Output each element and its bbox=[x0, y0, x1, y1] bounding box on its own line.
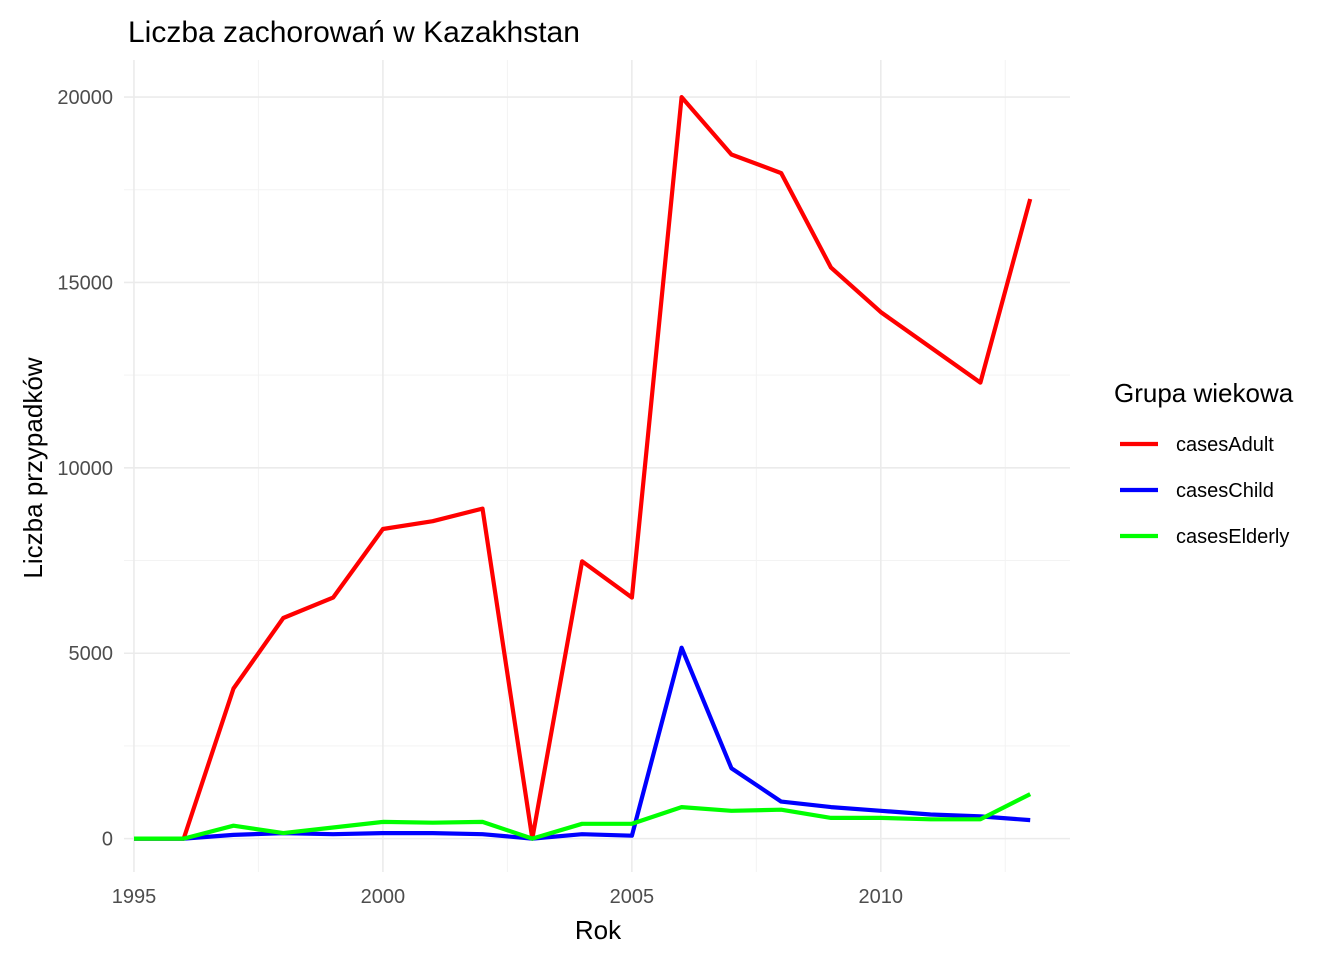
series-line-casesElderly bbox=[134, 792, 1032, 841]
series-line-casesAdult bbox=[134, 94, 1033, 841]
legend-label-casesChild: casesChild bbox=[1176, 480, 1274, 502]
y-tick-label: 20000 bbox=[57, 87, 113, 109]
legend-label-casesElderly: casesElderly bbox=[1176, 526, 1289, 548]
series-line-casesChild bbox=[134, 645, 1031, 841]
x-tick-label: 2000 bbox=[361, 886, 406, 908]
legend-label-casesAdult: casesAdult bbox=[1176, 434, 1274, 456]
x-tick-label: 2010 bbox=[859, 886, 904, 908]
x-tick-label: 1995 bbox=[112, 886, 157, 908]
legend-title: Grupa wiekowa bbox=[1114, 378, 1294, 408]
y-axis-title: Liczba przypadków bbox=[18, 357, 48, 578]
chart-series bbox=[134, 94, 1033, 841]
chart-ticks: 0 5000 10000 15000 20000 1995 2000 2005 2010 bbox=[57, 87, 903, 908]
chart-grid bbox=[124, 60, 1070, 872]
x-axis-title: Rok bbox=[575, 915, 622, 945]
chart-title: Liczba zachorowań w Kazakhstan bbox=[128, 16, 580, 49]
y-tick-label: 15000 bbox=[57, 272, 113, 294]
y-tick-label: 0 bbox=[102, 829, 113, 851]
y-tick-label: 10000 bbox=[57, 458, 113, 480]
y-tick-label: 5000 bbox=[69, 643, 114, 665]
x-tick-label: 2005 bbox=[610, 886, 655, 908]
legend: Grupa wiekowa casesAdult casesChild casesE… bbox=[1114, 378, 1294, 548]
